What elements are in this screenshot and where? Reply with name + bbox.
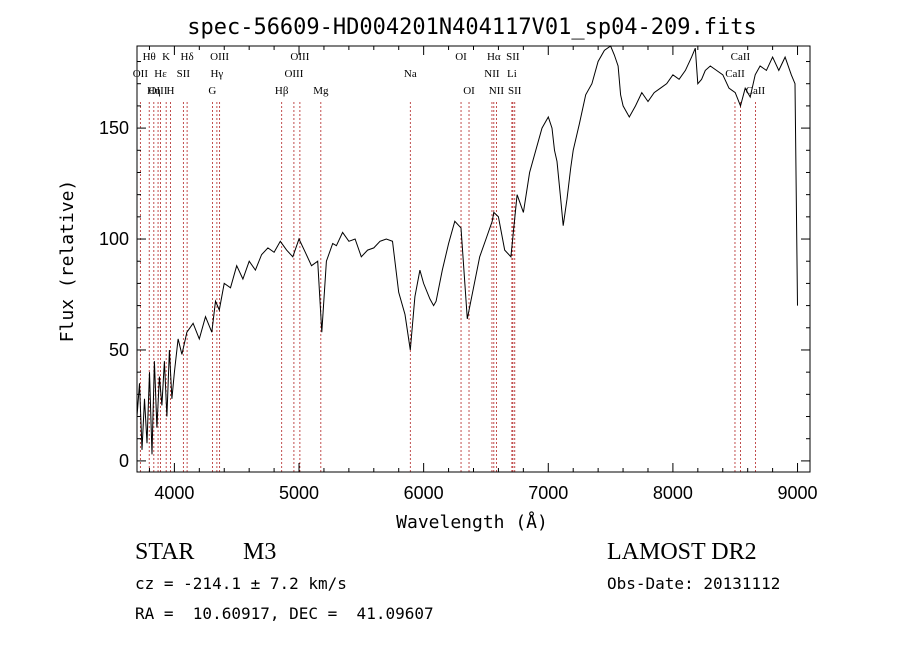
y-tick-label: 50 [109,340,129,360]
line-marker-label: K [162,51,170,63]
line-marker-label: SII [508,85,522,97]
chart-title: spec-56609-HD004201N404117V01_sp04-209.f… [187,15,757,40]
line-marker-label: OIII [149,85,168,97]
line-marker-label: OI [463,85,475,97]
subclass: M3 [243,539,277,565]
line-marker-label: SII [506,51,520,63]
line-marker-label: Mg [313,85,329,97]
line-marker-label: OIII [290,51,309,63]
y-axis: 0 50 100 150 [99,61,810,471]
y-axis-label: Flux (relative) [57,180,78,343]
line-marker-label: CaII [725,68,745,80]
line-marker-label: NII [484,68,500,80]
line-marker-label: OIII [284,68,303,80]
line-marker-label: H [167,85,175,97]
x-tick-label: 7000 [528,483,568,503]
x-tick-label: 8000 [653,483,693,503]
x-axis: 4000 5000 6000 7000 8000 9000 [148,46,818,503]
line-marker-label: CaII [731,51,751,63]
x-tick-label: 6000 [404,483,444,503]
redshift-cz: cz = -214.1 ± 7.2 km/s [135,574,347,593]
line-marker-label: OII [133,68,149,80]
plot-frame [136,45,811,473]
line-marker-label: SII [177,68,191,80]
line-marker-label: OIII [210,51,229,63]
line-marker-label: OI [455,51,467,63]
line-marker-label: G [208,85,216,97]
line-marker-label: Hβ [275,85,289,97]
line-marker-label: Na [404,68,417,80]
line-marker-label: NII [489,85,505,97]
line-marker-label: Hη [147,85,161,97]
line-marker-label: Hε [154,68,167,80]
line-marker-label: Hα [487,51,501,63]
line-marker-label: Li [507,68,517,80]
x-tick-label: 9000 [778,483,818,503]
y-tick-label: 150 [99,118,129,138]
line-marker-label: Hθ [143,51,156,63]
spectrum-line [136,45,798,455]
x-axis-label: Wavelength (Å) [396,511,548,533]
y-tick-label: 0 [119,451,129,471]
coordinates: RA = 10.60917, DEC = 41.09607 [135,604,434,623]
obs-date: Obs-Date: 20131112 [607,574,781,593]
x-tick-label: 4000 [154,483,194,503]
line-marker-label: Hγ [210,68,223,80]
object-class: STAR [135,539,195,565]
line-marker-label: Hδ [181,51,194,63]
y-tick-label: 100 [99,229,129,249]
survey-name: LAMOST DR2 [607,539,757,565]
x-tick-label: 5000 [279,483,319,503]
